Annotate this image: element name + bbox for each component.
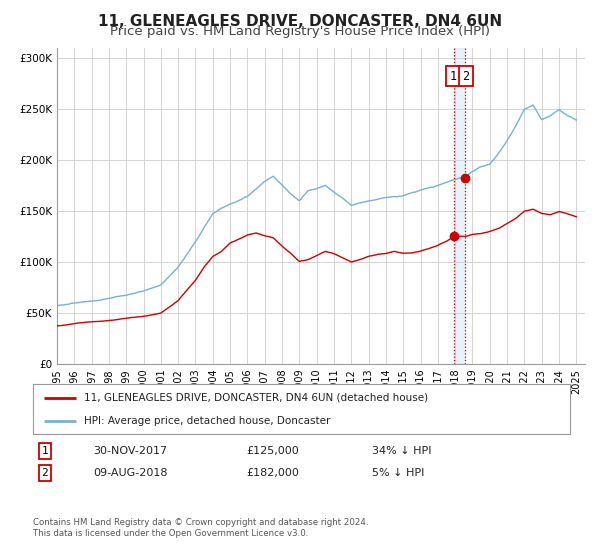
Text: HPI: Average price, detached house, Doncaster: HPI: Average price, detached house, Donc… [84, 416, 331, 426]
Text: Price paid vs. HM Land Registry's House Price Index (HPI): Price paid vs. HM Land Registry's House … [110, 25, 490, 38]
Text: 1: 1 [449, 69, 457, 83]
Text: 11, GLENEAGLES DRIVE, DONCASTER, DN4 6UN (detached house): 11, GLENEAGLES DRIVE, DONCASTER, DN4 6UN… [84, 393, 428, 403]
Text: 5% ↓ HPI: 5% ↓ HPI [372, 468, 424, 478]
Text: 11, GLENEAGLES DRIVE, DONCASTER, DN4 6UN: 11, GLENEAGLES DRIVE, DONCASTER, DN4 6UN [98, 14, 502, 29]
Text: £125,000: £125,000 [246, 446, 299, 456]
Text: 2: 2 [463, 69, 470, 83]
Text: 2: 2 [41, 468, 49, 478]
Text: 1: 1 [41, 446, 49, 456]
Text: This data is licensed under the Open Government Licence v3.0.: This data is licensed under the Open Gov… [33, 529, 308, 538]
Bar [454, 48, 465, 364]
Text: Contains HM Land Registry data © Crown copyright and database right 2024.: Contains HM Land Registry data © Crown c… [33, 518, 368, 527]
Text: 09-AUG-2018: 09-AUG-2018 [93, 468, 167, 478]
Text: £182,000: £182,000 [246, 468, 299, 478]
Text: 34% ↓ HPI: 34% ↓ HPI [372, 446, 431, 456]
Text: 30-NOV-2017: 30-NOV-2017 [93, 446, 167, 456]
